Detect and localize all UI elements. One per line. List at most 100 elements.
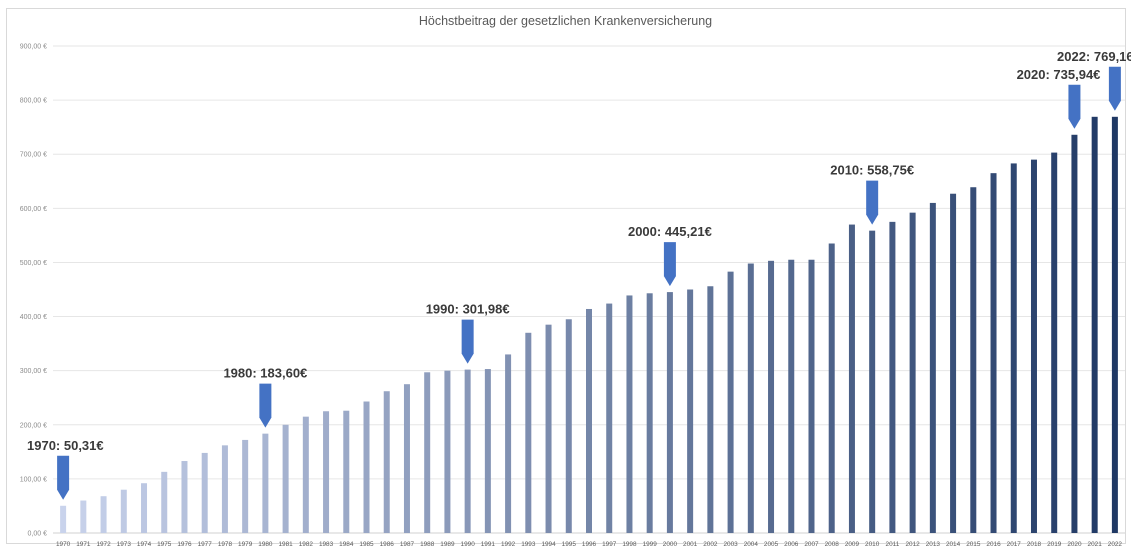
x-tick-label: 1975	[157, 541, 172, 548]
x-tick-label: 2003	[723, 541, 738, 548]
bar	[221, 445, 228, 533]
callout-label: 2000: 445,21€	[628, 224, 712, 239]
x-tick-label: 2009	[845, 541, 860, 548]
x-tick-label: 2012	[906, 541, 921, 548]
y-tick-label: 600,00 €	[20, 206, 47, 213]
bar	[990, 173, 997, 533]
chart-frame	[6, 8, 1126, 544]
x-tick-label: 1995	[562, 541, 577, 548]
bar	[242, 439, 249, 533]
x-tick-label: 1977	[198, 541, 213, 548]
x-tick-label: 2018	[1027, 541, 1042, 548]
callout-label: 2010: 558,75€	[830, 163, 914, 178]
bar	[1051, 152, 1058, 534]
x-tick-label: 1983	[319, 541, 334, 548]
bar	[262, 433, 269, 533]
callout-arrow	[461, 319, 474, 364]
bar	[626, 295, 633, 533]
x-tick-label: 1987	[400, 541, 415, 548]
x-tick-label: 2019	[1047, 541, 1062, 548]
callout-arrow	[57, 455, 70, 500]
bar	[60, 505, 67, 533]
bar	[970, 187, 977, 534]
y-tick-label: 400,00 €	[20, 314, 47, 321]
x-tick-label: 1980	[258, 541, 273, 548]
bar	[950, 193, 957, 533]
callout-arrow	[1068, 84, 1081, 129]
x-tick-label: 1999	[643, 541, 658, 548]
bar	[343, 410, 350, 533]
bar	[484, 369, 491, 533]
bar	[889, 221, 896, 533]
bar	[383, 391, 390, 533]
x-tick-label: 1998	[622, 541, 637, 548]
x-tick-label: 2001	[683, 541, 698, 548]
x-tick-label: 1996	[582, 541, 597, 548]
x-tick-label: 1989	[440, 541, 455, 548]
bar	[282, 424, 289, 533]
x-tick-label: 2005	[764, 541, 779, 548]
bar	[788, 259, 795, 533]
x-tick-label: 2013	[926, 541, 941, 548]
y-tick-label: 800,00 €	[20, 98, 47, 105]
x-tick-label: 2000	[663, 541, 678, 548]
bar	[323, 411, 330, 533]
bar	[747, 263, 754, 533]
x-tick-label: 2008	[825, 541, 840, 548]
bar	[687, 289, 694, 533]
y-tick-label: 300,00 €	[20, 368, 47, 375]
x-tick-label: 1974	[137, 541, 152, 548]
y-tick-label: 200,00 €	[20, 422, 47, 429]
x-tick-label: 2006	[784, 541, 799, 548]
bar	[1111, 116, 1118, 533]
bar	[545, 324, 552, 533]
x-tick-label: 1978	[218, 541, 233, 548]
callout-label: 2020: 735,94€	[1017, 67, 1101, 82]
x-tick-label: 1994	[541, 541, 556, 548]
bar	[464, 369, 471, 533]
x-tick-label: 1984	[339, 541, 354, 548]
x-tick-label: 2002	[703, 541, 718, 548]
callout-arrow	[663, 242, 676, 287]
bar	[1030, 159, 1037, 533]
callout-arrow	[866, 180, 879, 225]
bar	[141, 483, 148, 533]
x-tick-label: 1993	[521, 541, 536, 548]
x-tick-label: 2021	[1088, 541, 1103, 548]
x-tick-label: 1970	[56, 541, 71, 548]
bar	[808, 259, 815, 533]
bar	[929, 202, 936, 533]
bar	[768, 260, 775, 533]
x-tick-label: 2004	[744, 541, 759, 548]
bar	[666, 292, 673, 533]
x-tick-label: 1976	[177, 541, 192, 548]
bar	[869, 230, 876, 533]
y-tick-label: 900,00 €	[20, 44, 47, 51]
y-tick-label: 500,00 €	[20, 260, 47, 267]
bar	[100, 496, 107, 533]
x-tick-label: 1971	[76, 541, 91, 548]
chart-title: Höchstbeitrag der gesetzlichen Krankenve…	[418, 14, 713, 28]
x-tick-label: 1982	[299, 541, 314, 548]
x-tick-label: 1991	[481, 541, 496, 548]
bar	[302, 416, 309, 533]
bar	[606, 303, 613, 533]
bar	[403, 384, 410, 533]
x-tick-label: 2022	[1108, 541, 1123, 548]
x-tick-label: 1986	[380, 541, 395, 548]
x-tick-label: 1979	[238, 541, 253, 548]
bar	[848, 224, 855, 534]
bar	[1091, 116, 1098, 533]
x-tick-label: 1981	[278, 541, 293, 548]
bar	[525, 332, 532, 533]
y-tick-label: 0,00 €	[28, 531, 48, 538]
bar	[120, 489, 127, 533]
callout-label: 2022: 769,16€	[1057, 49, 1131, 64]
bar	[424, 372, 431, 533]
callout-arrow	[1108, 66, 1121, 111]
x-tick-label: 2007	[804, 541, 819, 548]
bar	[727, 271, 734, 533]
callout-label: 1990: 301,98€	[426, 302, 510, 317]
x-tick-label: 1985	[359, 541, 374, 548]
bar	[505, 354, 512, 533]
